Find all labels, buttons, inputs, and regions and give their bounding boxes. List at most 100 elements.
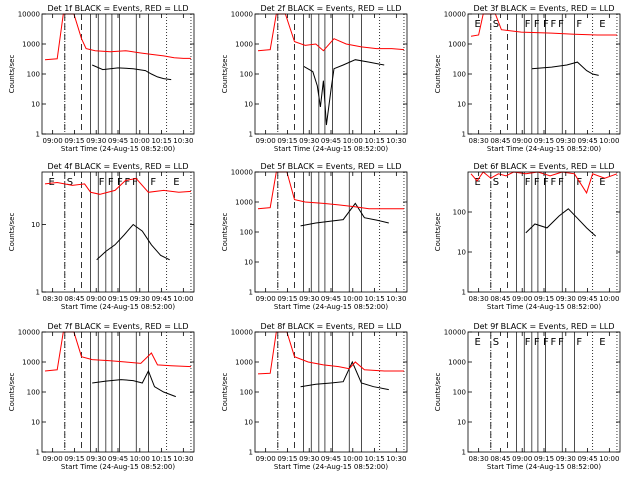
x-tick-label: 09:30 xyxy=(556,295,576,303)
x-tick-label: 09:00 xyxy=(256,137,276,145)
y-tick-label: 100 xyxy=(27,389,40,397)
x-tick-label: 09:45 xyxy=(108,455,128,463)
y-axis-label: Counts/sec xyxy=(434,373,442,412)
panel-title: Det 5f BLACK = Events, RED = LLD xyxy=(260,162,401,171)
x-tick-label: 08:45 xyxy=(490,137,510,145)
flag-letter: E xyxy=(173,177,179,188)
x-tick-label: 09:30 xyxy=(556,455,576,463)
y-tick-label: 10000 xyxy=(231,329,253,337)
flag-letter: F xyxy=(551,337,557,348)
x-tick-label: 09:15 xyxy=(277,455,297,463)
flag-letter: E xyxy=(49,177,55,188)
x-axis-label: Start Time (24-Aug-15 08:52:00) xyxy=(61,303,175,311)
x-tick-label: 09:00 xyxy=(512,295,532,303)
x-tick-label: 10:00 xyxy=(343,455,363,463)
y-tick-label: 1000 xyxy=(448,41,466,49)
x-tick-label: 09:30 xyxy=(86,137,106,145)
y-tick-label: 10 xyxy=(457,101,466,109)
y-axis-label: Counts/sec xyxy=(8,55,16,94)
flag-letter: F xyxy=(543,177,549,188)
x-tick-label: 09:45 xyxy=(321,455,341,463)
flag-letter: E xyxy=(475,337,481,348)
y-tick-label: 100 xyxy=(240,71,253,79)
x-tick-label: 09:45 xyxy=(108,137,128,145)
y-tick-label: 10 xyxy=(457,249,466,257)
x-axis-label: Start Time (24-Aug-15 08:52:00) xyxy=(61,145,175,153)
x-tick-label: 10:00 xyxy=(599,137,619,145)
series-events-line xyxy=(300,202,389,227)
x-tick-label: 09:00 xyxy=(512,455,532,463)
y-tick-label: 1000 xyxy=(448,359,466,367)
series-events-line xyxy=(92,64,172,81)
y-axis-label: Counts/sec xyxy=(221,213,229,252)
x-tick-label: 10:15 xyxy=(364,137,384,145)
flag-letter: S xyxy=(67,177,73,188)
x-axis-label: Start Time (24-Aug-15 08:52:00) xyxy=(61,463,175,471)
series-events-line xyxy=(525,208,597,237)
x-tick-label: 09:00 xyxy=(512,137,532,145)
x-tick-label: 09:30 xyxy=(299,295,319,303)
y-axis-label: Counts/sec xyxy=(434,213,442,252)
series-lld-line xyxy=(44,177,192,195)
x-axis-label: Start Time (24-Aug-15 08:52:00) xyxy=(487,463,601,471)
y-tick-label: 10 xyxy=(244,101,253,109)
x-tick-label: 10:00 xyxy=(599,295,619,303)
flag-letter: E xyxy=(475,19,481,30)
panel-det-1: Det 1f BLACK = Events, RED = LLD 1 10 100 10… xyxy=(8,4,195,153)
series-lld-line xyxy=(44,331,192,372)
flag-letter: F xyxy=(525,337,531,348)
flag-letter: F xyxy=(150,177,156,188)
x-axis-label: Start Time (24-Aug-15 08:52:00) xyxy=(487,303,601,311)
x-tick-label: 09:15 xyxy=(534,455,554,463)
x-axis-label: Start Time (24-Aug-15 08:52:00) xyxy=(274,145,388,153)
panel-det-5: Det 5f BLACK = Events, RED = LLD 1 10 100 10… xyxy=(221,162,408,311)
x-tick-label: 10:00 xyxy=(343,137,363,145)
flag-letter: F xyxy=(576,19,582,30)
x-tick-label: 09:15 xyxy=(534,295,554,303)
panel-title: Det 8f BLACK = Events, RED = LLD xyxy=(260,322,401,331)
series-events-line xyxy=(96,223,170,261)
x-tick-label: 09:15 xyxy=(534,137,554,145)
flag-letter: F xyxy=(534,337,540,348)
flag-letter: F xyxy=(125,177,131,188)
y-tick-label: 10000 xyxy=(18,329,40,337)
y-tick-label: 10000 xyxy=(231,169,253,177)
x-tick-label: 08:30 xyxy=(469,455,489,463)
x-tick-label: 08:45 xyxy=(490,455,510,463)
panel-title: Det 7f BLACK = Events, RED = LLD xyxy=(47,322,188,331)
x-tick-label: 09:15 xyxy=(277,295,297,303)
y-tick-label: 10000 xyxy=(231,11,253,19)
panel-title: Det 9f BLACK = Events, RED = LLD xyxy=(473,322,614,331)
flag-letter: F xyxy=(576,337,582,348)
y-axis-label: Counts/sec xyxy=(221,55,229,94)
flag-letter: F xyxy=(534,19,540,30)
x-tick-label: 10:00 xyxy=(130,455,150,463)
y-tick-label: 1 xyxy=(36,131,40,139)
y-tick-label: 1 xyxy=(36,289,40,297)
x-tick-label: 10:00 xyxy=(173,295,193,303)
x-tick-label: 08:30 xyxy=(469,137,489,145)
flag-letter: E xyxy=(599,177,605,188)
x-tick-label: 09:00 xyxy=(86,295,106,303)
y-tick-label: 1000 xyxy=(22,359,40,367)
flag-letter: E xyxy=(599,19,605,30)
y-tick-label: 10 xyxy=(244,419,253,427)
y-tick-label: 10 xyxy=(457,419,466,427)
y-tick-label: 1 xyxy=(462,289,466,297)
series-lld-line xyxy=(470,13,617,37)
x-tick-label: 08:30 xyxy=(43,295,63,303)
flag-letter: F xyxy=(558,177,564,188)
series-events-line xyxy=(531,61,599,76)
x-tick-label: 09:30 xyxy=(130,295,150,303)
x-tick-label: 09:45 xyxy=(577,295,597,303)
x-axis-label: Start Time (24-Aug-15 08:52:00) xyxy=(274,303,388,311)
x-tick-label: 10:30 xyxy=(386,137,406,145)
x-tick-label: 09:15 xyxy=(64,137,84,145)
panel-det-7: Det 7f BLACK = Events, RED = LLD 1 10 100 10… xyxy=(8,322,195,471)
flag-letter: F xyxy=(132,177,138,188)
series-lld-line xyxy=(470,171,618,195)
y-axis-label: Counts/sec xyxy=(8,373,16,412)
x-tick-label: 09:00 xyxy=(43,455,63,463)
